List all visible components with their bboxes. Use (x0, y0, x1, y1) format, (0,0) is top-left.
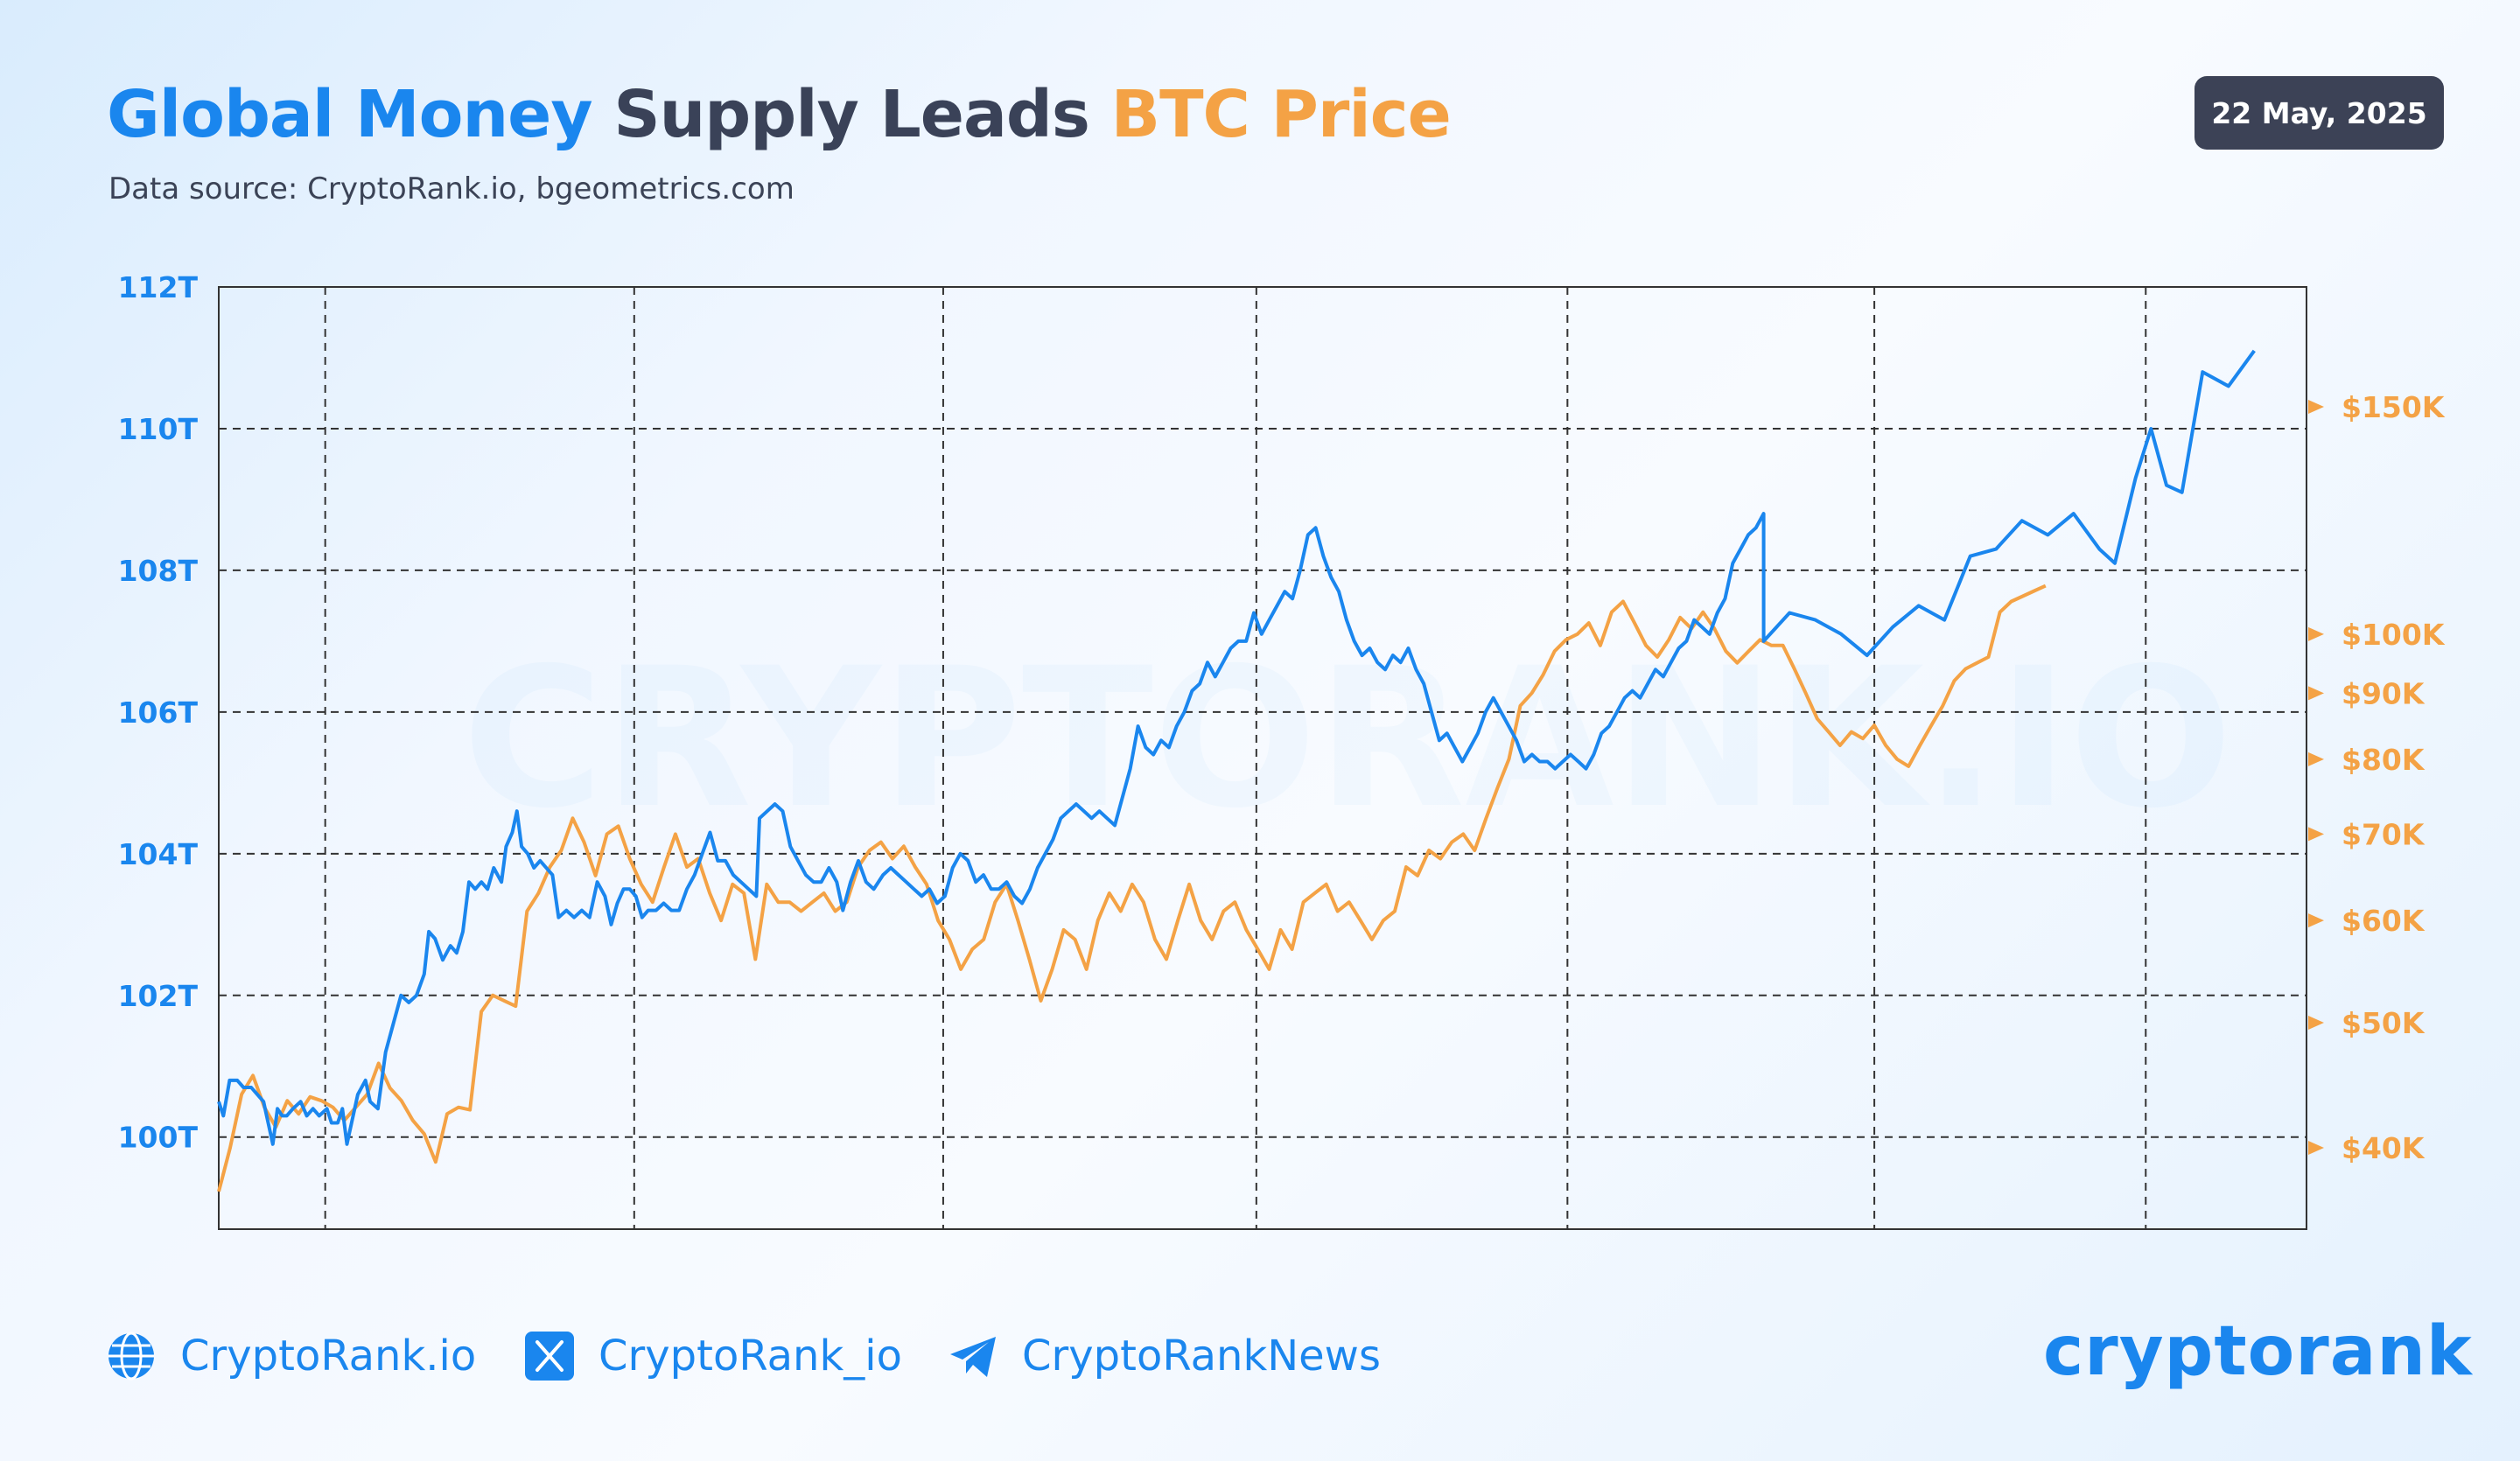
globe-icon (108, 1332, 154, 1381)
left-tick-label: 104T (118, 837, 199, 871)
btc-price-line (217, 584, 2047, 1192)
right-tick-label: $90K (2342, 676, 2426, 710)
date-badge: 22 May, 2025 (2194, 76, 2444, 150)
data-source: Data source: CryptoRank.io, bgeometrics.… (108, 171, 794, 206)
right-tick-label: $70K (2342, 817, 2426, 851)
right-tick-label: $80K (2342, 743, 2426, 777)
left-tick-label: 100T (118, 1121, 199, 1155)
money-supply-line (217, 349, 2256, 1146)
cryptorank-logo: cryptorank (2043, 1312, 2473, 1391)
x-handle-label: CryptoRank_io (598, 1332, 902, 1381)
right-tick-label: $50K (2342, 1006, 2426, 1040)
left-axis: 100T 102T 104T 106T 108T 110T 112T (118, 270, 199, 1155)
title-part-m2: Global Money (107, 77, 593, 152)
title-part-mid: Supply Leads (613, 77, 1090, 152)
right-tick-label: $40K (2342, 1131, 2426, 1165)
chart-title: Global Money Supply Leads BTC Price (107, 77, 1452, 152)
right-axis: $40K $50K $60K $70K $80K $90K $100K $150K (2308, 390, 2446, 1165)
right-tick-marker (2308, 913, 2324, 928)
right-tick-label: $150K (2342, 390, 2446, 424)
x-logo-icon (525, 1332, 574, 1381)
right-tick-marker (2308, 686, 2324, 701)
footer-x[interactable]: CryptoRank_io (523, 1325, 902, 1387)
right-tick-marker (2308, 1141, 2324, 1155)
plot-frame (218, 286, 2307, 1230)
right-tick-marker (2308, 626, 2324, 641)
left-tick-label: 108T (118, 554, 199, 588)
footer-website[interactable]: CryptoRank.io (105, 1325, 476, 1387)
telegram-label: CryptoRankNews (1022, 1332, 1381, 1381)
right-tick-marker (2308, 751, 2324, 766)
title-part-btc: BTC Price (1110, 77, 1452, 152)
left-tick-label: 106T (118, 696, 199, 730)
left-tick-label: 102T (118, 979, 199, 1013)
website-label: CryptoRank.io (180, 1332, 477, 1381)
right-tick-marker (2308, 827, 2324, 842)
left-tick-label: 112T (118, 270, 199, 304)
right-tick-marker (2308, 1016, 2324, 1031)
left-tick-label: 110T (118, 412, 199, 446)
right-tick-label: $60K (2342, 904, 2426, 938)
telegram-icon (950, 1337, 996, 1377)
watermark: CRYPTORANK.IO (462, 626, 2232, 850)
grid-lines (219, 287, 2306, 1229)
footer-telegram[interactable]: CryptoRankNews (947, 1325, 1381, 1387)
right-tick-label: $100K (2342, 618, 2446, 652)
right-tick-marker (2308, 400, 2324, 414)
